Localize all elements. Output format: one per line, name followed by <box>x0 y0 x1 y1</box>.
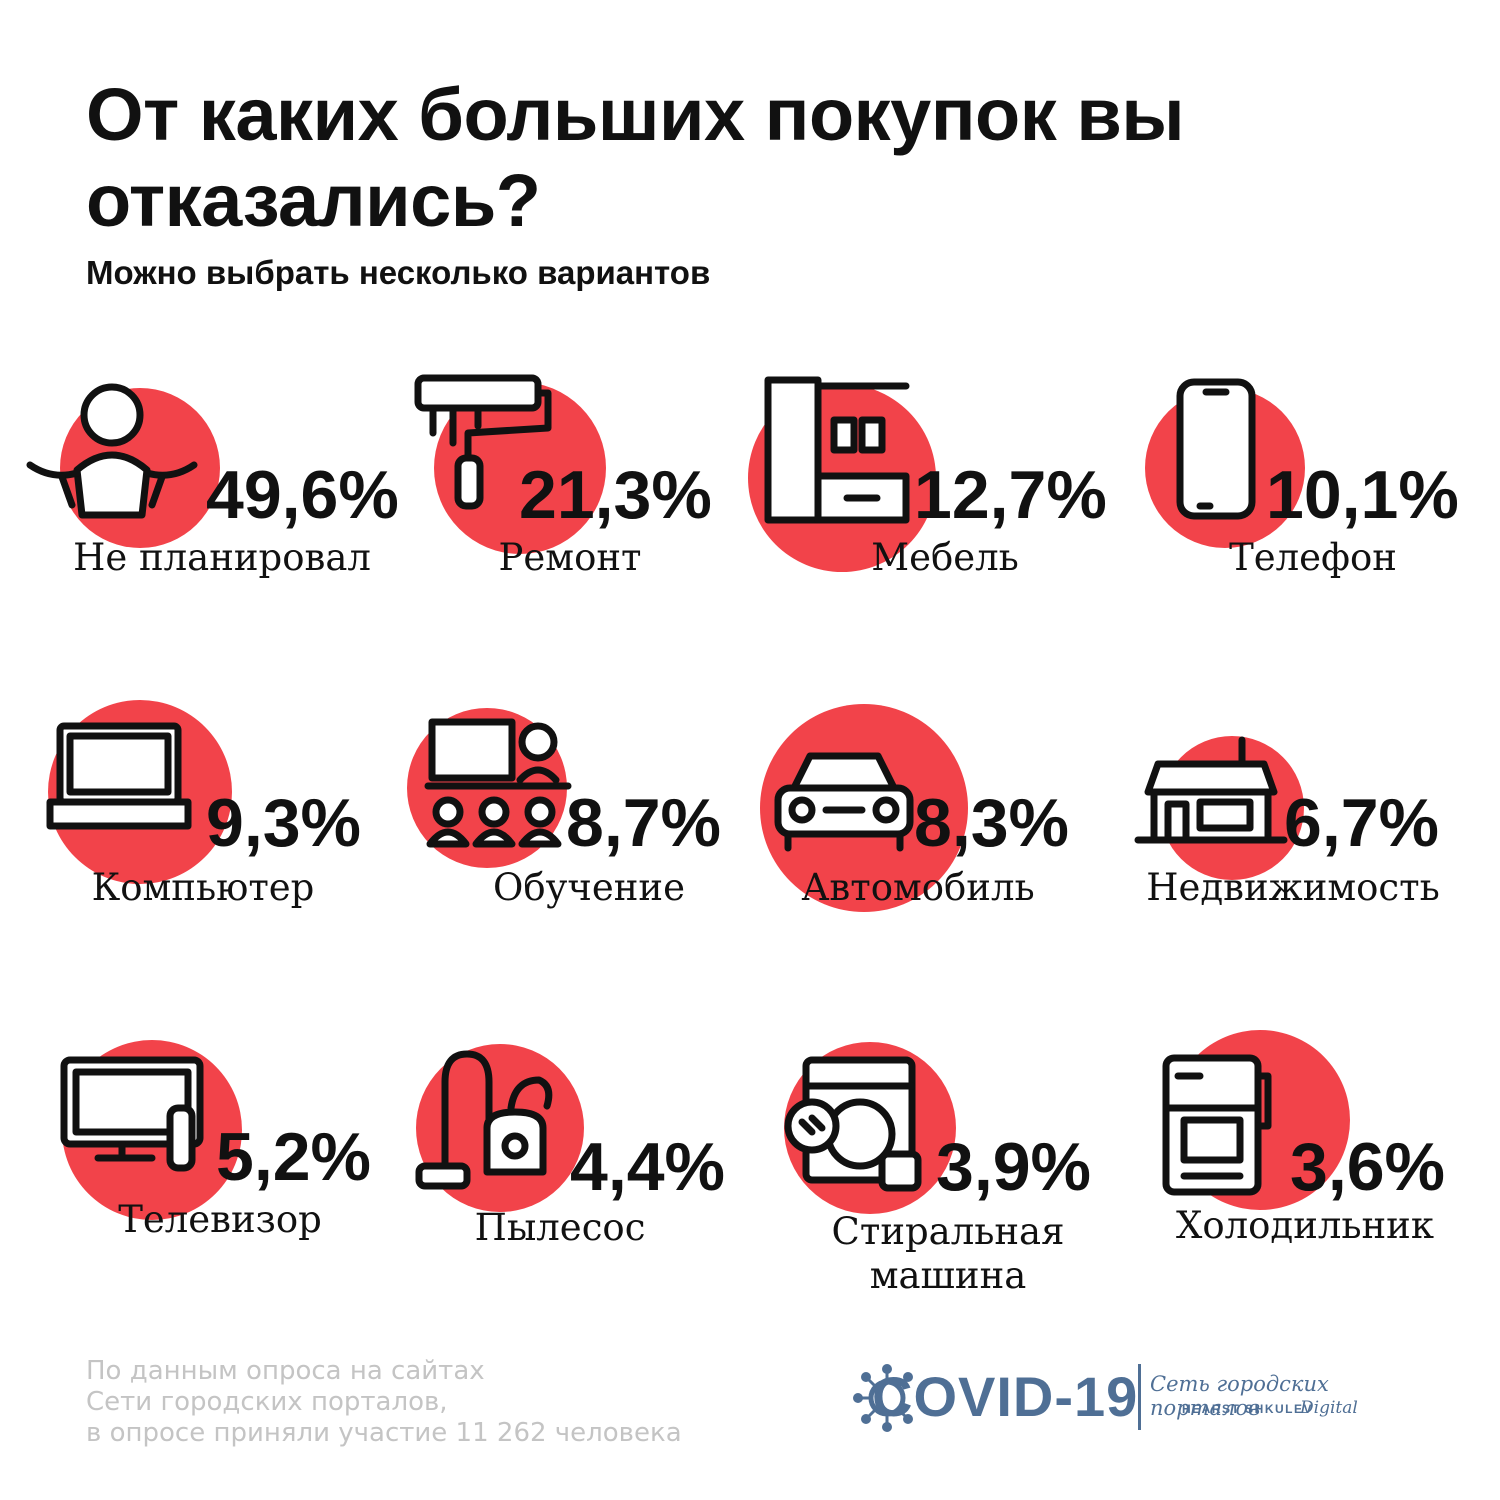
washing-machine-icon <box>784 1056 922 1192</box>
classroom-icon <box>424 718 572 848</box>
category-label: Телефон <box>1229 536 1397 579</box>
category-label: Недвижимость <box>1146 866 1440 909</box>
car-icon <box>774 752 914 852</box>
source-note: По данным опроса на сайтах Сети городски… <box>86 1356 786 1449</box>
category-label: Холодильник <box>1176 1204 1434 1247</box>
shrug-icon <box>26 383 198 519</box>
laptop-icon <box>46 722 192 830</box>
value-label: 10,1% <box>1266 457 1459 533</box>
value-label: 8,7% <box>566 785 721 861</box>
category-label: Стиральная <box>832 1210 1065 1253</box>
source-line: Сети городских порталов, <box>86 1387 448 1417</box>
furniture-icon <box>764 376 910 524</box>
category-label: Пылесос <box>475 1206 646 1249</box>
category-cell: 10,1%Телефон <box>1145 378 1459 579</box>
source-line: в опросе приняли участие 11 262 человека <box>86 1418 682 1448</box>
category-label: Мебель <box>871 536 1019 579</box>
fridge-icon <box>1162 1054 1272 1196</box>
source-line: По данным опроса на сайтах <box>86 1356 485 1386</box>
category-cell: 3,6%Холодильник <box>1162 1030 1445 1247</box>
category-label: Ремонт <box>499 536 642 579</box>
phone-icon <box>1176 378 1256 520</box>
publisher-suffix: Digital <box>1300 1398 1358 1418</box>
category-cell: 49,6%Не планировал <box>26 383 399 579</box>
house-icon <box>1134 736 1288 844</box>
publisher-name: HEARST SHKULEV <box>1182 1402 1314 1416</box>
category-cell: 21,3%Ремонт <box>414 374 712 579</box>
category-cell: 9,3% Компьютер <box>46 700 361 909</box>
logo-text: COVID-19 <box>872 1365 1139 1428</box>
value-label: 8,3% <box>914 785 1069 861</box>
category-cell: 8,3% Автомобиль <box>760 704 1069 912</box>
virus-icon <box>853 1364 913 1432</box>
category-label: машина <box>870 1254 1027 1297</box>
category-cell: 8,7% Обучение <box>407 708 721 909</box>
value-label: 49,6% <box>206 457 399 533</box>
paint-roller-icon <box>414 374 552 510</box>
category-label: Компьютер <box>92 866 315 909</box>
tv-icon <box>60 1056 204 1172</box>
vacuum-icon <box>415 1050 553 1190</box>
category-label: Телевизор <box>118 1198 322 1241</box>
value-label: 3,6% <box>1290 1129 1445 1205</box>
value-label: 5,2% <box>216 1119 371 1195</box>
chart-title: От каких больших покупок вы отказались? <box>86 73 1185 242</box>
value-label: 4,4% <box>570 1129 725 1205</box>
brand-logo: COVID-19 Сеть городских порталов HEARST … <box>852 1358 1412 1438</box>
category-label: Не планировал <box>73 536 371 579</box>
category-cell: 4,4%Пылесос <box>415 1044 725 1249</box>
value-label: 21,3% <box>519 457 712 533</box>
logo-divider <box>1138 1364 1141 1430</box>
value-label: 9,3% <box>206 785 361 861</box>
value-label: 12,7% <box>914 457 1107 533</box>
category-cell: 5,2%Телевизор <box>60 1040 371 1241</box>
category-label: Обучение <box>493 866 685 909</box>
network-name: Сеть городских порталов <box>1150 1372 1329 1420</box>
value-label: 6,7% <box>1284 785 1439 861</box>
category-label: Автомобиль <box>801 866 1034 909</box>
category-cell: 6,7% Недвижимость <box>1134 736 1440 909</box>
value-label: 3,9% <box>936 1129 1091 1205</box>
category-cell: 12,7%Мебель <box>748 376 1107 579</box>
chart-subtitle: Можно выбрать несколько вариантов <box>86 254 711 291</box>
